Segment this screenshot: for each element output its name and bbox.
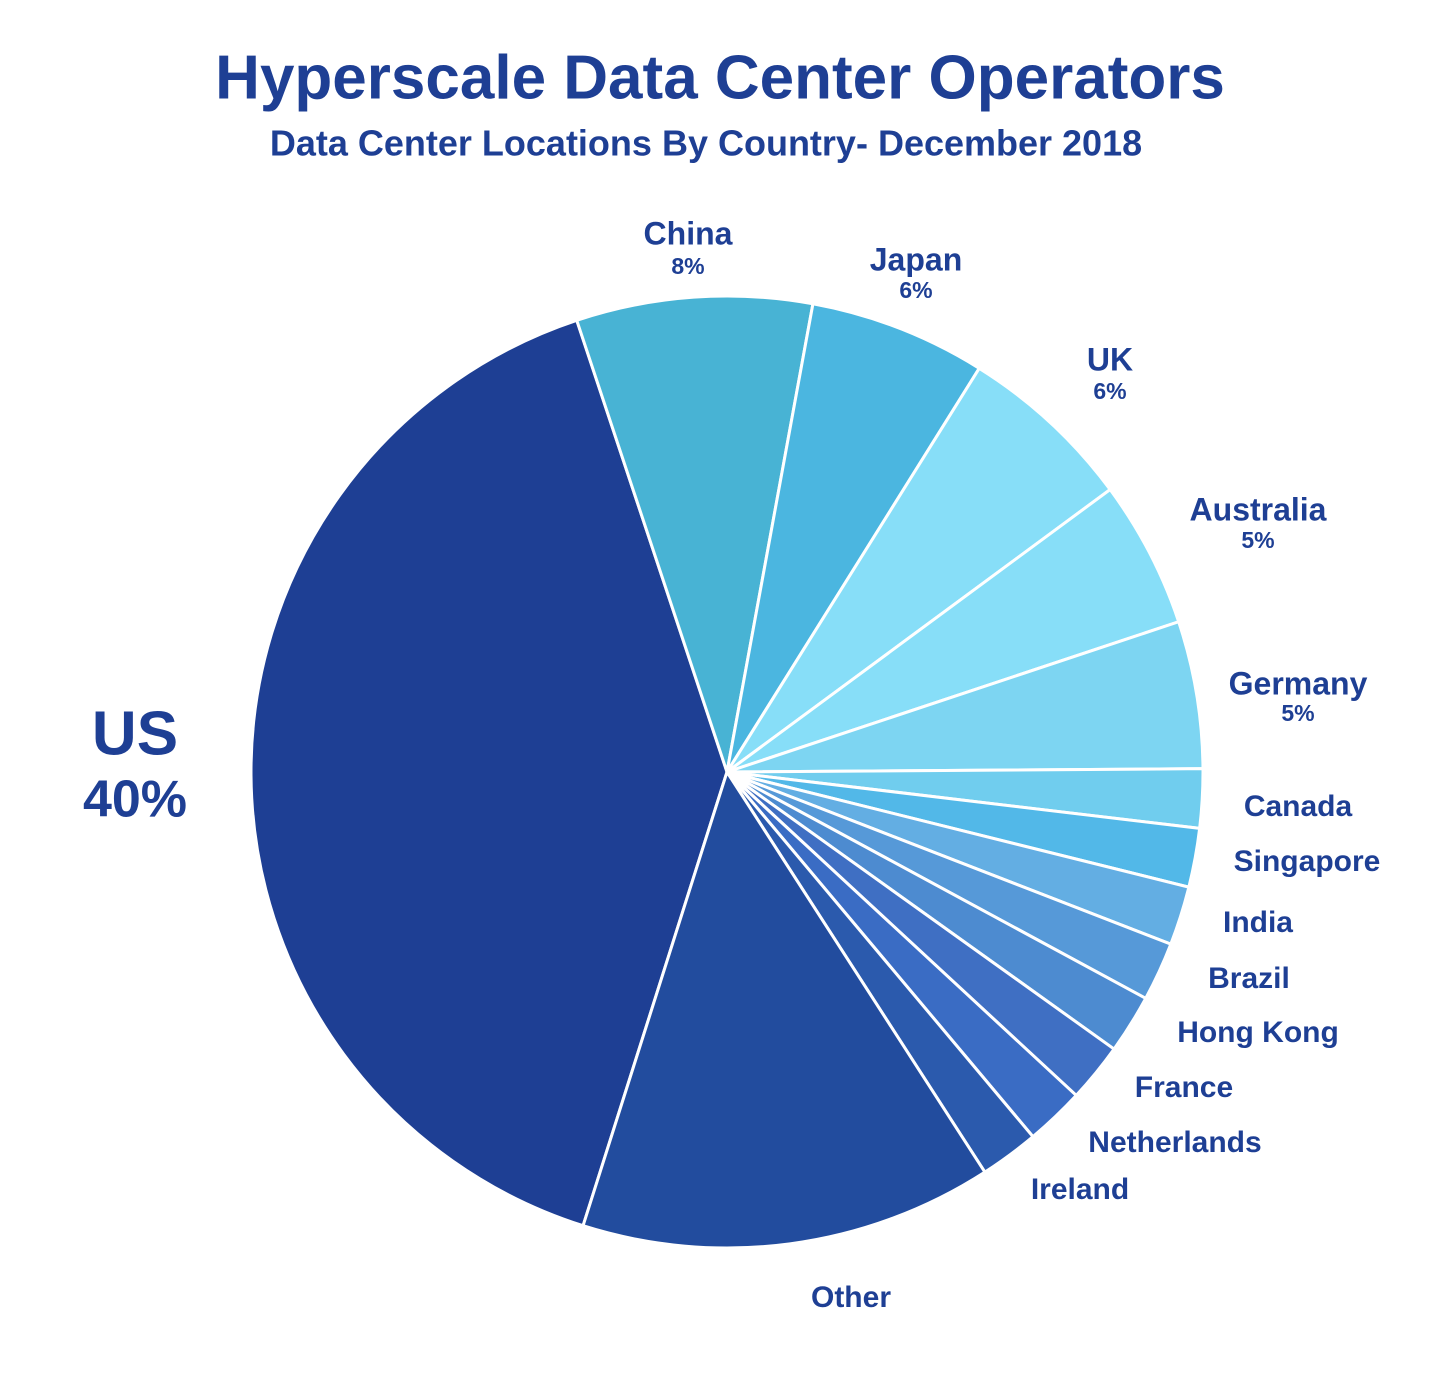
slice-label: Japan — [870, 241, 962, 277]
slice-label: Singapore — [1234, 845, 1381, 878]
slice-label: India — [1223, 906, 1293, 939]
pie-slice — [574, 294, 815, 773]
chart-subtitle: Data Center Locations By Country- Decemb… — [270, 123, 1142, 164]
pie-slice — [726, 619, 1205, 774]
slice-label: US — [92, 699, 178, 768]
slice-label: Other — [811, 1281, 891, 1314]
pie-slice — [725, 302, 982, 773]
slice-label: UK — [1087, 341, 1133, 377]
slice-label: Hong Kong — [1177, 1016, 1339, 1049]
value-label: 8% — [671, 253, 704, 279]
slice-label: Ireland — [1031, 1173, 1129, 1206]
value-label: 40% — [83, 771, 187, 829]
pie-slice — [581, 768, 987, 1250]
value-label: 6% — [1093, 378, 1126, 404]
value-label: 6% — [899, 277, 932, 303]
chart-title: Hyperscale Data Center Operators — [215, 43, 1225, 112]
slice-label: Brazil — [1208, 962, 1290, 995]
slice-label: Canada — [1244, 790, 1353, 823]
value-label: 5% — [1241, 527, 1274, 553]
slice-label: Australia — [1190, 491, 1327, 527]
slice-label: France — [1135, 1071, 1233, 1104]
pie-slice — [249, 318, 729, 1228]
slice-label: Germany — [1229, 665, 1368, 701]
value-label: 5% — [1281, 700, 1314, 726]
slice-label: China — [644, 215, 733, 251]
pie-slice — [726, 487, 1181, 774]
pie-slice — [725, 366, 1113, 774]
slice-label: Netherlands — [1088, 1126, 1261, 1159]
